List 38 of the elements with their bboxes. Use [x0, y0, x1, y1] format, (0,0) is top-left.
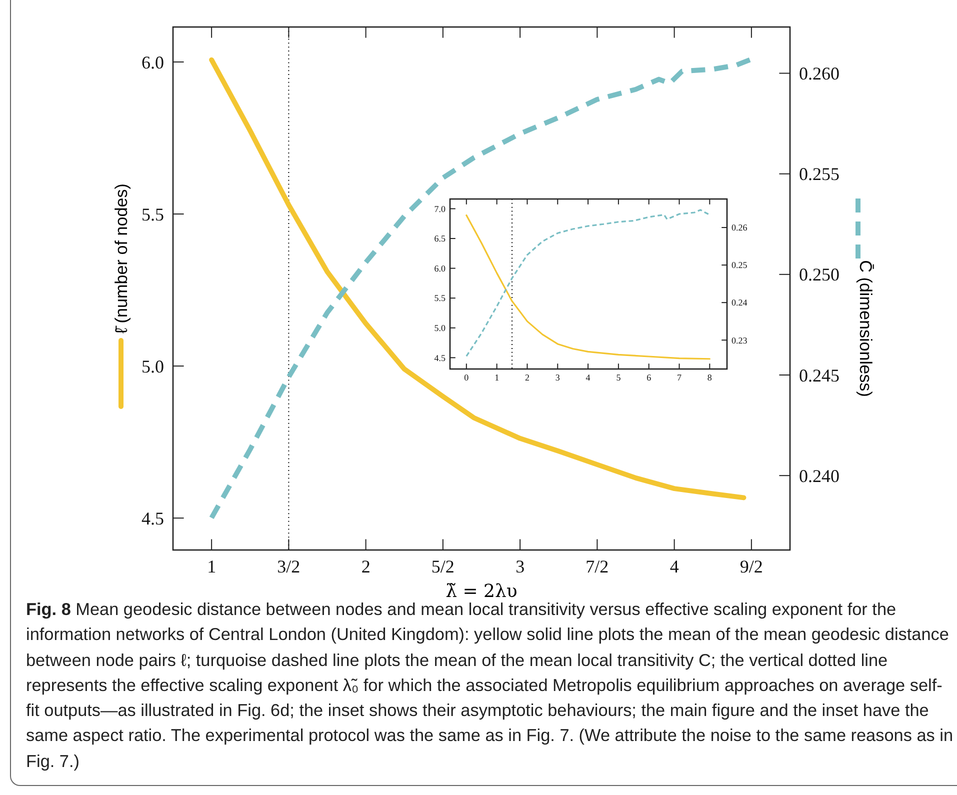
- x-tick-label: 5: [616, 372, 622, 382]
- x-tick-label: 5/2: [431, 556, 454, 576]
- y2-axis-title: C̄ (dimensionless): [856, 260, 875, 397]
- x-tick-label: 3: [516, 556, 525, 576]
- y2-tick-label: 0.23: [732, 335, 748, 346]
- y-tick-label: 5.0: [142, 356, 164, 376]
- x-tick-label: 2: [361, 556, 370, 576]
- y2-tick-label: 0.240: [799, 466, 840, 486]
- x-tick-label: 4: [670, 556, 679, 576]
- y2-tick-label: 0.255: [799, 164, 840, 184]
- y-tick-label: 4.5: [434, 352, 446, 363]
- y-tick-label: 6.0: [434, 263, 446, 274]
- y-tick-label: 5.0: [434, 323, 446, 334]
- x-tick-label: 7: [677, 372, 682, 382]
- x-tick-label: 0: [464, 372, 470, 382]
- x-tick-label: 9/2: [740, 556, 763, 576]
- x-tick-label: 4: [586, 372, 591, 382]
- x-tick-label: 1: [207, 556, 216, 576]
- x-tick-label: 3: [555, 372, 560, 382]
- y-tick-label: 5.5: [142, 204, 164, 224]
- y-tick-label: 6.0: [142, 52, 164, 72]
- y2-tick-label: 0.25: [732, 260, 748, 270]
- x-tick-label: 1: [494, 372, 500, 382]
- y2-tick-label: 0.260: [799, 64, 840, 84]
- x-tick-label: 8: [707, 372, 712, 382]
- y-tick-label: 6.5: [434, 234, 446, 244]
- y2-tick-label: 0.250: [799, 264, 840, 285]
- y2-tick-label: 0.245: [799, 365, 840, 386]
- y2-tick-label: 0.24: [732, 298, 748, 308]
- y-tick-label: 5.5: [434, 293, 446, 304]
- y2-tick-label: 0.26: [732, 222, 748, 233]
- x-tick-label: 2: [524, 372, 530, 382]
- x-tick-label: 3/2: [277, 556, 300, 576]
- y-tick-label: 7.0: [434, 204, 446, 214]
- x-tick-label: 6: [646, 372, 652, 382]
- y-tick-label: 4.5: [142, 508, 164, 528]
- x-tick-label: 7/2: [586, 556, 609, 576]
- y-axis-title: ℓ̄ (number of nodes): [112, 184, 131, 334]
